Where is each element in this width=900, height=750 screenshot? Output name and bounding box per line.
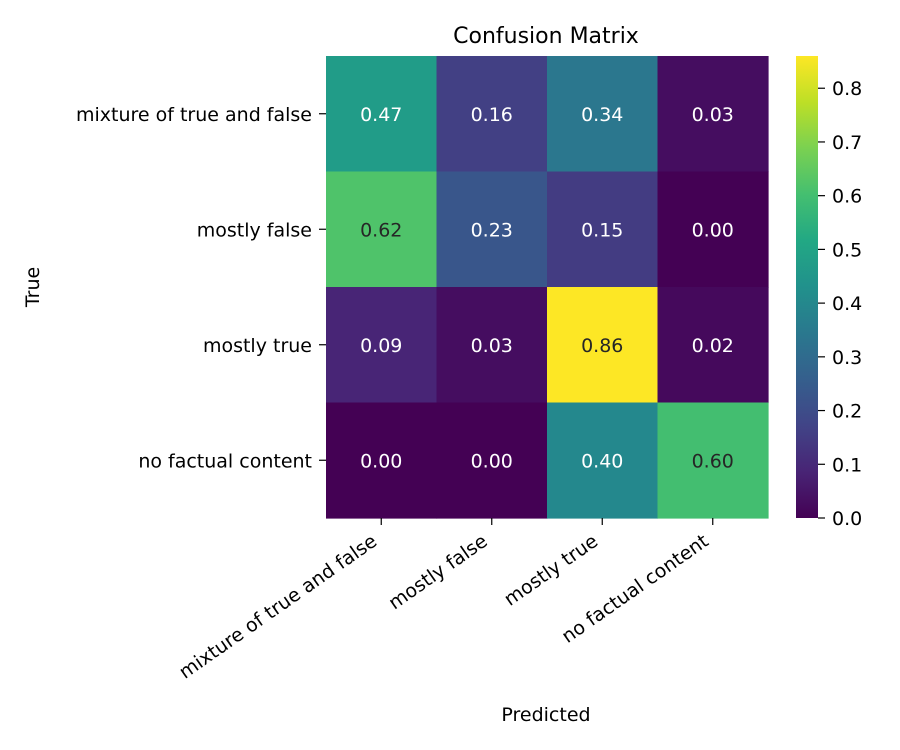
x-tick-label: mostly true [500,530,602,611]
chart-title: Confusion Matrix [453,24,639,49]
heatmap-cell [436,56,548,173]
y-tick-label: no factual content [138,450,312,472]
heatmap-cell [326,287,438,404]
x-tick-label: mixture of true and false [175,530,381,683]
heatmap-cell [436,287,548,404]
y-tick-label: mostly true [203,335,312,357]
heatmap-cell [657,287,769,404]
heatmap-cell [326,56,438,173]
cell-value-label: 0.23 [471,219,513,241]
cell-value-label: 0.47 [360,104,402,126]
cell-value-label: 0.60 [692,450,734,472]
cell-value-label: 0.00 [471,450,513,472]
colorbar-tick-label: 0.7 [832,132,862,154]
y-axis-ticks: mixture of true and false mostly false mos… [76,104,326,472]
x-tick-label: mostly false [385,530,492,614]
cell-value-label: 0.62 [360,219,402,241]
cell-value-label: 0.00 [360,450,402,472]
cell-value-label: 0.02 [692,335,734,357]
cell-value-label: 0.03 [692,104,734,126]
y-tick-label: mostly false [197,219,312,241]
x-axis-label: Predicted [501,704,590,726]
heatmap-cell [326,402,438,519]
y-tick-label: mixture of true and false [76,104,312,126]
cell-value-label: 0.34 [581,104,623,126]
colorbar-tick-label: 0.4 [832,293,862,315]
heatmap-cell [436,402,548,519]
x-axis-ticks: mixture of true and false mostly false mos… [175,518,714,683]
colorbar-tick-label: 0.0 [832,508,862,530]
cell-value-label: 0.00 [692,219,734,241]
heatmap-cell [547,171,659,288]
colorbar-tick-label: 0.3 [832,347,862,369]
y-axis-label: True [22,267,44,308]
colorbar-tick-label: 0.2 [832,401,862,423]
colorbar-tick-label: 0.5 [832,239,862,261]
heatmap-cell [436,171,548,288]
cell-value-label: 0.40 [581,450,623,472]
cell-value-label: 0.09 [360,335,402,357]
heatmap-cell [657,171,769,288]
heatmap-cells: 0.47 0.16 0.34 0.03 0.62 0.23 0.15 0.00 0.09 0.03… [326,56,769,519]
cell-value-label: 0.15 [581,219,623,241]
colorbar-tick-label: 0.6 [832,186,862,208]
heatmap-cell [326,171,438,288]
heatmap-cell [657,402,769,519]
heatmap-cell [547,287,659,404]
colorbar-tick-label: 0.8 [832,78,862,100]
cell-value-label: 0.16 [471,104,513,126]
colorbar-tick-label: 0.1 [832,454,862,476]
colorbar-ticks: 0.0 0.1 0.2 0.3 0.4 0.5 0.6 0.7 0.8 [818,78,862,530]
cell-value-label: 0.86 [581,335,623,357]
heatmap-cell [547,402,659,519]
heatmap-cell [547,56,659,173]
cell-value-label: 0.03 [471,335,513,357]
colorbar [796,56,818,518]
heatmap-cell [657,56,769,173]
